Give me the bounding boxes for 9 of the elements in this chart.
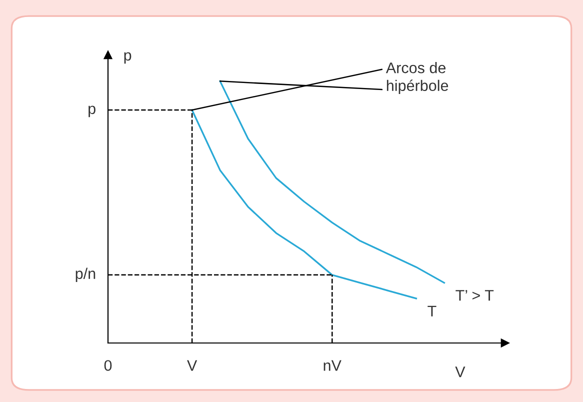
y-axis-title: p [124,52,132,64]
ref-line-label: p [88,106,96,118]
series-label: T’ > T [456,290,494,301]
annotation: Arcos de hipérbole [386,62,448,94]
series-label: T [428,306,436,316]
ref-line-label: p/n [76,268,96,282]
x-tick-label: V [187,360,198,371]
x-tick-label: nV [324,360,342,371]
x-tick-label: 0 [104,360,112,371]
